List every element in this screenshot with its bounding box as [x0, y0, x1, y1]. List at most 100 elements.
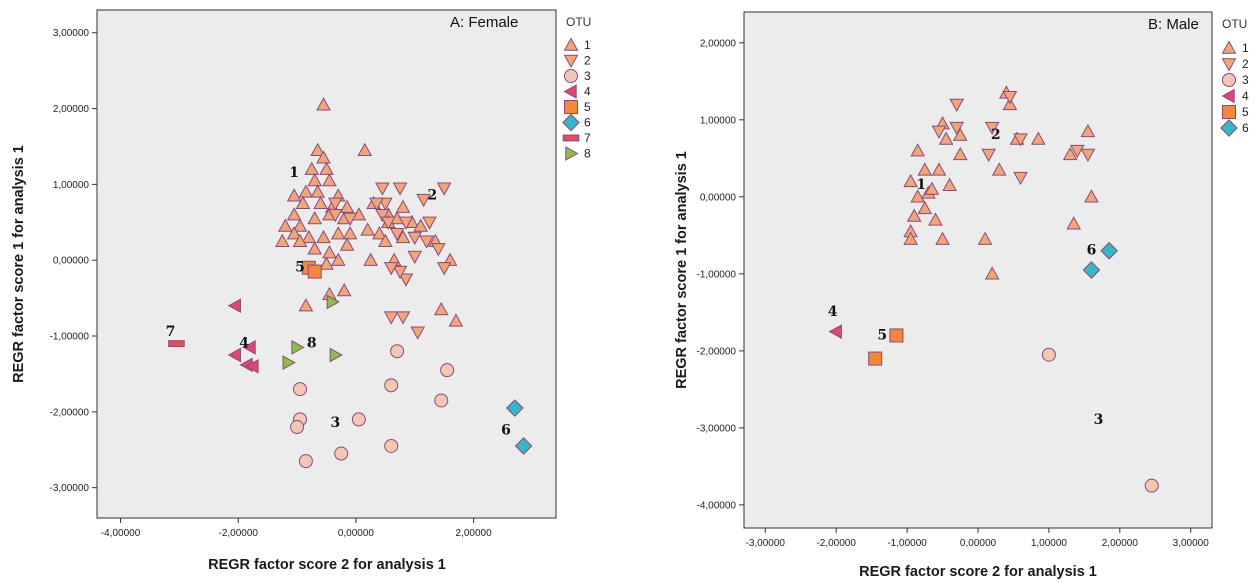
y-tick-label: -1,00000	[50, 332, 90, 343]
y-tick-label: 3,00000	[53, 28, 90, 39]
x-tick-label: -3,00000	[746, 538, 786, 549]
data-point-otu-8	[326, 294, 340, 310]
cluster-label: 4	[828, 304, 838, 320]
y-tick-label: 1,00000	[53, 180, 90, 191]
data-point-otu-2	[380, 216, 396, 230]
data-points	[168, 97, 533, 469]
legend-label: 1	[1242, 41, 1249, 55]
data-point-otu-3	[290, 420, 305, 435]
y-tick-label: 0,00000	[700, 192, 737, 203]
legend-marker-otu-2	[563, 54, 579, 69]
cluster-label: 8	[307, 335, 317, 351]
data-point-otu-1	[319, 256, 334, 270]
cluster-label: 5	[877, 327, 887, 343]
data-point-otu-1	[286, 207, 302, 221]
data-point-otu-2	[407, 250, 423, 264]
data-point-otu-2	[419, 235, 434, 249]
legend-marker-otu-6	[1220, 119, 1238, 137]
data-point-otu-3	[440, 363, 455, 378]
data-point-otu-1	[1080, 123, 1096, 138]
data-point-otu-2	[395, 311, 411, 325]
data-point-otu-3	[1041, 347, 1056, 362]
legend-marker-otu-8	[565, 146, 579, 161]
data-point-otu-2	[407, 231, 423, 245]
legend-title: OTU	[1222, 17, 1247, 31]
legend-label: 5	[584, 100, 591, 114]
data-point-otu-1	[413, 218, 429, 232]
data-point-otu-1	[1030, 131, 1046, 145]
data-point-otu-2	[931, 125, 947, 139]
data-point-otu-1	[313, 195, 328, 210]
data-point-otu-1	[295, 195, 311, 210]
data-point-otu-3	[351, 412, 366, 427]
data-point-otu-8	[329, 347, 343, 363]
data-point-otu-1	[903, 231, 918, 245]
data-point-otu-3	[384, 378, 399, 393]
data-point-otu-2	[383, 311, 399, 325]
data-point-otu-1	[433, 301, 449, 316]
y-tick-label: 2,00000	[700, 38, 737, 49]
data-point-otu-2	[383, 262, 399, 276]
x-tick-label: -4,00000	[101, 528, 141, 539]
data-point-otu-1	[1066, 216, 1082, 230]
data-point-otu-6	[1100, 241, 1119, 260]
legend-label: 2	[1242, 57, 1249, 71]
chart-title: B: Male	[1148, 16, 1199, 33]
data-point-otu-2	[430, 243, 446, 257]
data-point-otu-2	[984, 121, 1000, 136]
data-point-otu-1	[357, 142, 373, 156]
data-point-otu-1	[336, 283, 352, 297]
cluster-label: 1	[916, 177, 926, 193]
data-point-otu-5	[307, 264, 322, 279]
data-point-otu-1	[903, 173, 918, 188]
data-point-otu-1	[316, 229, 331, 244]
legend-label: 7	[584, 131, 591, 145]
legend-marker-otu-1	[563, 37, 579, 51]
legend-marker-otu-7	[562, 134, 580, 142]
cluster-label: 3	[1094, 412, 1104, 428]
x-axis: -4,00000 -2,00000 0,00000 2,00000	[101, 518, 492, 539]
cluster-label: 3	[330, 415, 340, 431]
legend-label: 8	[584, 147, 591, 161]
legend-marker-otu-4	[1221, 88, 1235, 104]
data-point-otu-4	[828, 324, 842, 339]
data-point-otu-2	[392, 182, 408, 196]
data-point-otu-6	[505, 399, 524, 417]
data-point-otu-2	[436, 262, 452, 276]
data-point-otu-4	[227, 347, 241, 363]
data-point-otu-1	[395, 229, 411, 244]
cluster-labels: 1 2 6 4 5 3	[828, 127, 1104, 428]
data-point-otu-2	[416, 193, 431, 208]
data-point-otu-3	[293, 382, 308, 397]
data-point-otu-1	[1062, 146, 1078, 161]
data-point-otu-2	[327, 209, 343, 223]
y-tick-label: 2,00000	[53, 104, 90, 115]
cluster-label: 2	[428, 188, 438, 204]
y-tick-label: -2,00000	[697, 346, 737, 357]
data-point-otu-2	[949, 121, 965, 136]
data-point-otu-1	[322, 173, 337, 187]
data-point-otu-1	[342, 226, 358, 240]
data-point-otu-2	[949, 98, 965, 112]
legend-title: OTU	[566, 15, 591, 29]
y-tick-label: -4,00000	[697, 500, 737, 511]
legend-label: 6	[1242, 121, 1249, 135]
data-point-otu-1	[448, 313, 464, 327]
data-point-otu-2	[1080, 148, 1096, 163]
data-point-otu-1	[917, 200, 933, 215]
y-axis: 2,00000 1,00000 0,00000 -1,00000 -2,00000 -3,…	[697, 38, 744, 511]
cluster-label: 6	[501, 423, 511, 439]
data-point-otu-1	[952, 146, 968, 161]
x-tick-label: 0,00000	[338, 528, 375, 539]
data-point-otu-3	[298, 454, 313, 469]
data-point-otu-1	[310, 142, 326, 156]
y-tick-label: -3,00000	[697, 423, 737, 434]
data-point-otu-8	[291, 340, 305, 355]
data-point-otu-1	[301, 229, 317, 244]
data-point-otu-1	[928, 212, 943, 226]
data-point-otu-2	[436, 182, 452, 196]
data-point-otu-8	[282, 355, 296, 370]
data-point-otu-4	[242, 340, 256, 355]
x-tick-label: 1,00000	[1031, 538, 1068, 549]
